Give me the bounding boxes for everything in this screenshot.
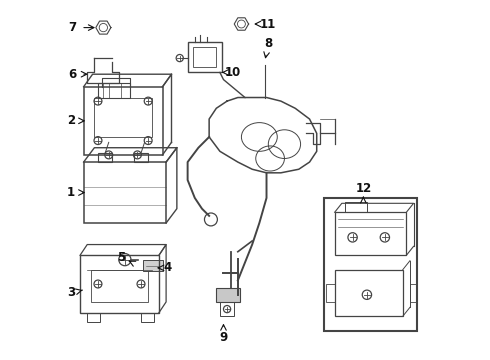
Bar xyxy=(324,198,417,330)
Text: 8: 8 xyxy=(264,37,272,50)
Bar xyxy=(188,42,221,72)
Bar xyxy=(216,288,240,302)
Bar xyxy=(91,270,148,302)
Text: 10: 10 xyxy=(224,66,241,79)
Bar xyxy=(335,270,403,316)
Bar xyxy=(80,255,159,313)
Bar xyxy=(87,313,100,321)
Text: 7: 7 xyxy=(68,21,76,34)
Text: 11: 11 xyxy=(260,18,276,31)
Text: 2: 2 xyxy=(67,114,75,127)
Bar xyxy=(98,83,130,98)
Bar xyxy=(95,98,152,137)
Text: 3: 3 xyxy=(67,287,75,300)
Text: 4: 4 xyxy=(164,261,172,274)
Bar xyxy=(143,260,163,271)
Text: 5: 5 xyxy=(117,251,125,264)
Text: 12: 12 xyxy=(355,183,371,195)
Bar xyxy=(410,284,417,302)
Bar xyxy=(84,162,166,223)
Bar xyxy=(141,313,153,321)
Text: 1: 1 xyxy=(67,186,75,199)
Bar xyxy=(220,302,234,316)
Bar xyxy=(98,153,112,162)
Bar xyxy=(193,47,216,67)
Bar xyxy=(84,87,163,155)
Bar xyxy=(335,212,406,255)
Bar xyxy=(326,284,335,302)
Text: 6: 6 xyxy=(68,68,76,81)
Bar xyxy=(134,153,148,162)
Text: 9: 9 xyxy=(220,331,228,344)
